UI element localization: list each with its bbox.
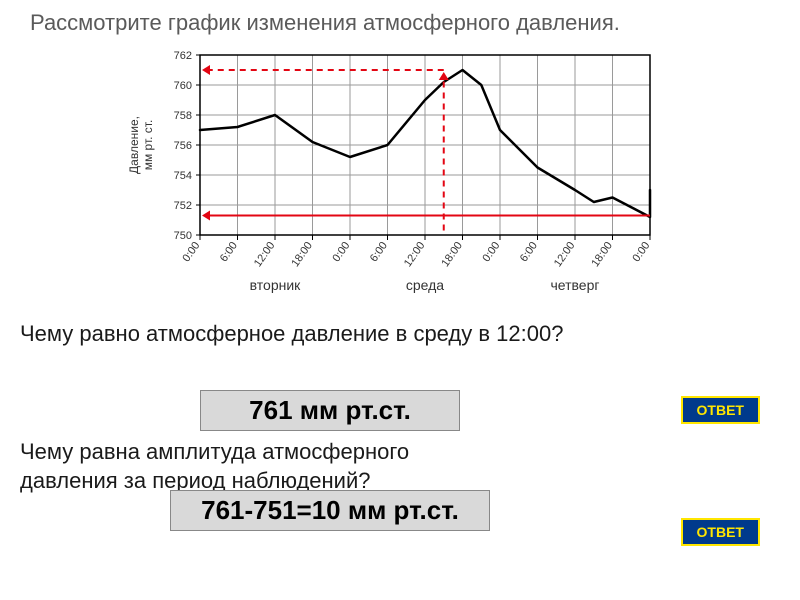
- q2-line2a: давления: [20, 468, 124, 493]
- chart-svg: 750 752 754 756 758 760 762 0:00 6:00 12:00 18:00 0…: [120, 45, 670, 305]
- svg-text:0:00: 0:00: [630, 240, 652, 264]
- svg-text:0:00: 0:00: [480, 240, 502, 264]
- svg-text:вторник: вторник: [250, 277, 302, 293]
- svg-text:четверг: четверг: [551, 277, 600, 293]
- q2-line2b: за период наблюдений?: [124, 468, 371, 493]
- answer-2-box: 761-751=10 мм рт.ст.: [170, 490, 490, 531]
- svg-text:18:00: 18:00: [589, 240, 615, 269]
- answer-2-button[interactable]: ОТВЕТ: [681, 518, 760, 546]
- svg-text:среда: среда: [406, 277, 444, 293]
- svg-text:762: 762: [174, 50, 192, 62]
- pressure-chart: 750 752 754 756 758 760 762 0:00 6:00 12:00 18:00 0…: [120, 45, 670, 305]
- svg-text:756: 756: [174, 140, 192, 152]
- page-title: Рассмотрите график изменения атмосферног…: [30, 10, 620, 36]
- svg-text:6:00: 6:00: [218, 240, 240, 264]
- svg-text:мм рт. ст.: мм рт. ст.: [141, 120, 155, 171]
- svg-text:18:00: 18:00: [289, 240, 315, 269]
- q1-line1: Чему равно атмосферное давление в среду …: [20, 321, 563, 346]
- svg-text:758: 758: [174, 110, 192, 122]
- question-2-text: Чему равна амплитуда атмосферного давлен…: [20, 438, 620, 495]
- answer-1-button[interactable]: ОТВЕТ: [681, 396, 760, 424]
- svg-text:6:00: 6:00: [368, 240, 390, 264]
- svg-text:12:00: 12:00: [252, 240, 278, 269]
- svg-text:760: 760: [174, 80, 192, 92]
- svg-text:12:00: 12:00: [402, 240, 428, 269]
- svg-text:6:00: 6:00: [518, 240, 540, 264]
- question-1-text: Чему равно атмосферное давление в среду …: [20, 320, 563, 349]
- svg-text:18:00: 18:00: [439, 240, 465, 269]
- svg-text:12:00: 12:00: [552, 240, 578, 269]
- answer-1-box: 761 мм рт.ст.: [200, 390, 460, 431]
- svg-text:750: 750: [174, 230, 192, 242]
- svg-text:0:00: 0:00: [330, 240, 352, 264]
- svg-text:Давление,: Давление,: [127, 116, 141, 174]
- svg-text:754: 754: [174, 170, 192, 182]
- svg-text:752: 752: [174, 200, 192, 212]
- q2-line1: Чему равна амплитуда атмосферного: [20, 439, 409, 464]
- svg-text:0:00: 0:00: [180, 240, 202, 264]
